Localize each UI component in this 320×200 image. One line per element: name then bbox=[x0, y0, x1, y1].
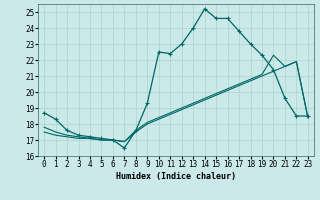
X-axis label: Humidex (Indice chaleur): Humidex (Indice chaleur) bbox=[116, 172, 236, 181]
